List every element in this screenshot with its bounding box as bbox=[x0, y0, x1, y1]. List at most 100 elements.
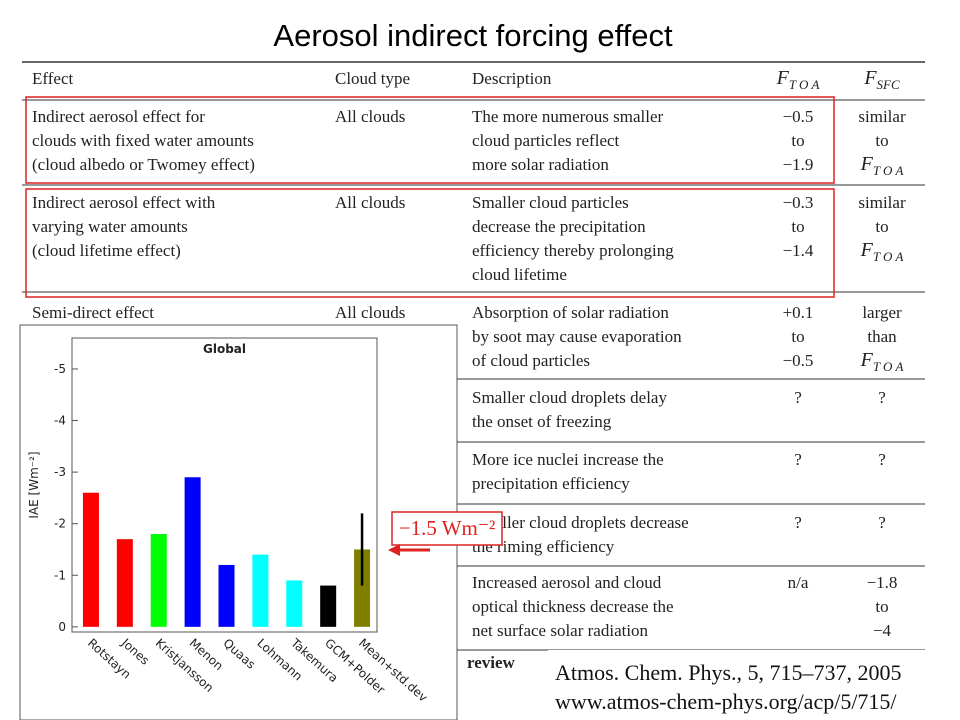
bar bbox=[286, 580, 303, 627]
cell-symbol: FT O A bbox=[860, 349, 904, 374]
cell-text: the riming efficiency bbox=[472, 537, 615, 556]
cell-text: −0.5 bbox=[783, 351, 814, 370]
table: Effect Cloud type Description FT O A FSFCInd… bbox=[22, 61, 925, 651]
cell-text: More ice nuclei increase the bbox=[472, 450, 664, 469]
cell-text: to bbox=[875, 131, 888, 150]
cell-text: to bbox=[791, 131, 804, 150]
cell-text: +0.1 bbox=[783, 303, 814, 322]
cell-symbol: FT O A bbox=[860, 239, 904, 264]
cell-text: n/a bbox=[788, 573, 809, 592]
y-tick-label: -5 bbox=[54, 362, 66, 376]
cell-text: the onset of freezing bbox=[472, 412, 612, 431]
cell-text: −0.5 bbox=[783, 107, 814, 126]
cell-text: precipitation efficiency bbox=[472, 474, 630, 493]
bar bbox=[320, 585, 337, 627]
bar bbox=[218, 564, 235, 627]
cell-text: −1.4 bbox=[783, 241, 814, 260]
cell-text: larger bbox=[862, 303, 902, 322]
bar bbox=[150, 534, 167, 627]
cell-text: clouds with fixed water amounts bbox=[32, 131, 254, 150]
cell-text: (cloud lifetime effect) bbox=[32, 241, 181, 260]
cell-text: ? bbox=[794, 513, 802, 532]
cell-text: Increased aerosol and cloud bbox=[472, 573, 662, 592]
cell-text: The more numerous smaller bbox=[472, 107, 664, 126]
y-tick-label: -4 bbox=[54, 414, 66, 428]
cell-text: Effect bbox=[32, 69, 73, 88]
cell-text: ? bbox=[794, 450, 802, 469]
y-tick-label: -2 bbox=[54, 517, 66, 531]
cell-text: Description bbox=[472, 69, 552, 88]
cell-text: to bbox=[875, 597, 888, 616]
y-tick-label: -1 bbox=[54, 568, 66, 582]
arrow-head bbox=[388, 544, 400, 556]
symbol-main: F bbox=[860, 349, 874, 371]
highlights bbox=[25, 96, 835, 298]
arrow bbox=[388, 544, 430, 556]
plot-frame bbox=[71, 337, 378, 633]
cell-text: net surface solar radiation bbox=[472, 621, 649, 640]
cell-symbol: FT O A bbox=[776, 67, 820, 92]
symbol-sub: T O A bbox=[789, 77, 820, 92]
bar bbox=[82, 492, 99, 627]
cell-text: to bbox=[791, 327, 804, 346]
cell-text: −0.3 bbox=[783, 193, 814, 212]
bar bbox=[184, 477, 201, 627]
citation: www.atmos-chem-phys.org/acp/5/715/ bbox=[555, 689, 897, 714]
cell-text: cloud lifetime bbox=[472, 265, 567, 284]
bar bbox=[252, 554, 269, 627]
cell-text: Indirect aerosol effect with bbox=[32, 193, 216, 212]
cell-text: optical thickness decrease the bbox=[472, 597, 674, 616]
y-axis-label: IAE [Wm⁻²] bbox=[27, 451, 41, 518]
cell-text: Smaller cloud droplets delay bbox=[472, 388, 667, 407]
bar bbox=[354, 549, 371, 627]
cell-text: −4 bbox=[873, 621, 892, 640]
cell-text: −1.9 bbox=[783, 155, 814, 174]
cell-text: more solar radiation bbox=[472, 155, 609, 174]
symbol-main: F bbox=[776, 67, 790, 89]
cell-text: of cloud particles bbox=[472, 351, 590, 370]
cell-text: decrease the precipitation bbox=[472, 217, 646, 236]
cell-text: (cloud albedo or Twomey effect) bbox=[32, 155, 255, 174]
cell-text: cloud particles reflect bbox=[472, 131, 620, 150]
cell-text: to bbox=[791, 217, 804, 236]
y-tick-label: -3 bbox=[54, 465, 66, 479]
annotation-box bbox=[391, 511, 503, 546]
cell-text: All clouds bbox=[335, 303, 405, 322]
symbol-sub: T O A bbox=[873, 163, 904, 178]
cell-text: Smaller cloud particles bbox=[472, 193, 629, 212]
cell-text: −1.8 bbox=[867, 573, 898, 592]
cell-text: by soot may cause evaporation bbox=[472, 327, 682, 346]
highlight-box bbox=[25, 188, 835, 298]
cell-symbol: FT O A bbox=[860, 153, 904, 178]
cell-text: varying water amounts bbox=[32, 217, 188, 236]
cell-text: similar bbox=[858, 193, 906, 212]
partial-text: review bbox=[467, 653, 516, 672]
cell-text: Indirect aerosol effect for bbox=[32, 107, 205, 126]
cell-text: Absorption of solar radiation bbox=[472, 303, 669, 322]
bar bbox=[116, 539, 133, 627]
cell-text: All clouds bbox=[335, 193, 405, 212]
cell-text: Cloud type bbox=[335, 69, 410, 88]
symbol-main: F bbox=[860, 239, 874, 261]
symbol-sub: SFC bbox=[877, 77, 900, 92]
highlight-box bbox=[25, 96, 835, 184]
cell-text: Semi-direct effect bbox=[32, 303, 154, 322]
symbol-sub: T O A bbox=[873, 359, 904, 374]
cell-text: ? bbox=[794, 388, 802, 407]
cell-text: efficiency thereby prolonging bbox=[472, 241, 674, 260]
symbol-sub: T O A bbox=[873, 249, 904, 264]
cell-text: similar bbox=[858, 107, 906, 126]
slide-title: Aerosol indirect forcing effect bbox=[273, 18, 673, 53]
citation: Atmos. Chem. Phys., 5, 715–737, 2005 bbox=[555, 660, 902, 685]
cell-text: ? bbox=[878, 513, 886, 532]
cell-text: All clouds bbox=[335, 107, 405, 126]
cell-symbol: FSFC bbox=[863, 67, 900, 92]
cell-text: to bbox=[875, 217, 888, 236]
cell-text: ? bbox=[878, 450, 886, 469]
cell-text: ? bbox=[878, 388, 886, 407]
annotation: −1.5 Wm⁻² bbox=[399, 516, 496, 540]
cell-text: than bbox=[867, 327, 897, 346]
citation-bg bbox=[548, 650, 960, 720]
cell-text: Smaller cloud droplets decrease bbox=[472, 513, 689, 532]
